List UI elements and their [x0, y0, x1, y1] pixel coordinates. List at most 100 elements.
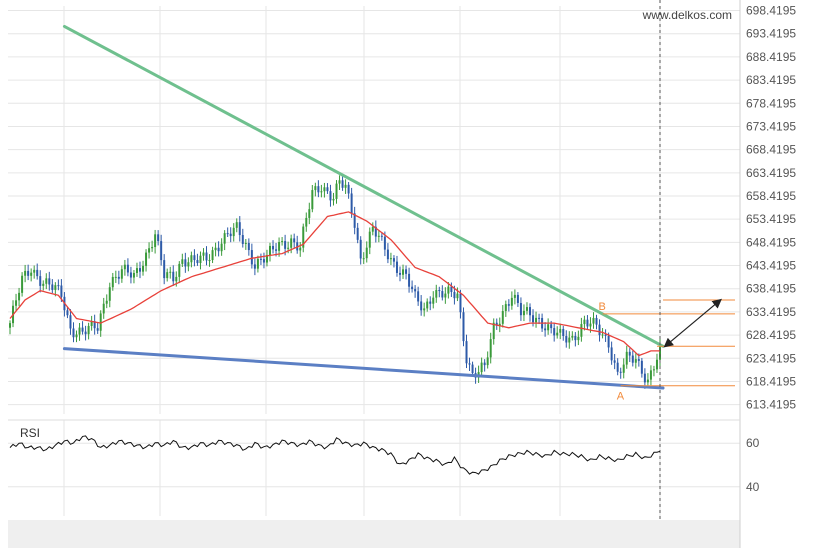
- candle-body: [281, 241, 284, 243]
- y-tick-label: 628.4195: [746, 328, 796, 342]
- candle-body: [344, 184, 347, 188]
- candle-body: [459, 293, 462, 313]
- y-tick-label: 648.4195: [746, 235, 796, 249]
- candle-body: [374, 226, 377, 237]
- candle-body: [492, 322, 495, 340]
- candle-body: [45, 278, 48, 284]
- candle-body: [655, 359, 658, 370]
- candle-body: [163, 260, 166, 279]
- candle-body: [574, 335, 577, 341]
- candle-body: [610, 347, 613, 361]
- resistance-trendline: [62, 24, 665, 348]
- candle-body: [368, 231, 371, 248]
- candle-body: [278, 242, 281, 251]
- candle-body: [284, 241, 287, 249]
- candle-body: [181, 259, 184, 264]
- y-tick-label: 683.4195: [746, 73, 796, 87]
- candle-body: [604, 334, 607, 336]
- candle-body: [18, 292, 21, 301]
- candle-body: [495, 322, 498, 326]
- candle-body: [72, 328, 75, 338]
- candle-body: [114, 276, 117, 278]
- candle-body: [302, 226, 305, 248]
- candle-body: [516, 294, 519, 303]
- candle-body: [265, 255, 268, 263]
- candle-body: [126, 264, 129, 273]
- candle-body: [314, 186, 317, 191]
- candle-body: [123, 264, 126, 270]
- candle-body: [175, 276, 178, 282]
- candle-body: [565, 336, 568, 343]
- candle-body: [486, 357, 489, 366]
- rsi-y-tick-label: 60: [746, 436, 760, 450]
- candle-body: [432, 297, 435, 304]
- candle-body: [447, 286, 450, 294]
- candle-body: [583, 319, 586, 325]
- y-tick-label: 678.4195: [746, 96, 796, 110]
- candle-body: [544, 328, 547, 331]
- candle-body: [232, 227, 235, 237]
- candle-body: [21, 275, 24, 293]
- candle-body: [453, 291, 456, 299]
- watermark: www.delkos.com: [642, 8, 732, 22]
- candle-body: [659, 343, 661, 360]
- candle-body: [30, 272, 33, 276]
- y-tick-label: 613.4195: [746, 398, 796, 412]
- rsi-line: [9, 435, 661, 475]
- candle-body: [456, 293, 459, 299]
- candle-body: [27, 270, 30, 276]
- candle-body: [371, 226, 374, 232]
- candle-body: [169, 271, 172, 273]
- candle-body: [308, 209, 311, 218]
- candle-body: [241, 235, 244, 244]
- candle-body: [184, 259, 187, 267]
- candle-body: [631, 355, 634, 363]
- candle-body: [90, 321, 93, 326]
- candle-body: [377, 235, 380, 237]
- candle-body: [643, 373, 646, 383]
- candle-body: [51, 284, 54, 290]
- candle-body: [353, 213, 356, 228]
- moving-average-line: [9, 211, 660, 357]
- candle-body: [577, 336, 580, 341]
- candle-body: [435, 290, 438, 298]
- candle-body: [160, 241, 163, 261]
- y-tick-label: 673.4195: [746, 119, 796, 133]
- candle-body: [132, 272, 135, 278]
- y-tick-label: 623.4195: [746, 351, 796, 365]
- candle-body: [145, 252, 148, 266]
- candle-body: [550, 324, 553, 329]
- candle-body: [326, 187, 329, 192]
- candle-body: [489, 339, 492, 358]
- candle-body: [148, 248, 151, 253]
- candle-body: [42, 283, 45, 286]
- candle-body: [426, 301, 429, 309]
- y-tick-label: 638.4195: [746, 282, 796, 296]
- candle-body: [411, 286, 414, 290]
- candle-body: [305, 217, 308, 227]
- candle-body: [501, 311, 504, 324]
- candle-body: [269, 245, 271, 256]
- candle-body: [347, 184, 350, 194]
- candle-body: [102, 303, 105, 314]
- candle-body: [39, 276, 42, 286]
- candle-body: [519, 302, 522, 316]
- candle-body: [220, 243, 223, 252]
- candle-body: [504, 304, 507, 312]
- candle-body: [559, 328, 562, 333]
- candle-body: [646, 379, 649, 383]
- candle-body: [178, 263, 181, 277]
- candle-body: [649, 370, 652, 380]
- candle-body: [154, 234, 157, 248]
- candle-body: [408, 273, 411, 287]
- candle-body: [229, 233, 232, 237]
- candle-body: [96, 328, 99, 331]
- candle-body: [247, 242, 250, 251]
- candle-body: [532, 315, 535, 323]
- candle-body: [468, 363, 471, 365]
- candle-body: [444, 293, 447, 298]
- y-tick-label: 633.4195: [746, 305, 796, 319]
- candle-body: [196, 260, 199, 264]
- candle-body: [450, 286, 453, 292]
- candle-body: [142, 265, 145, 272]
